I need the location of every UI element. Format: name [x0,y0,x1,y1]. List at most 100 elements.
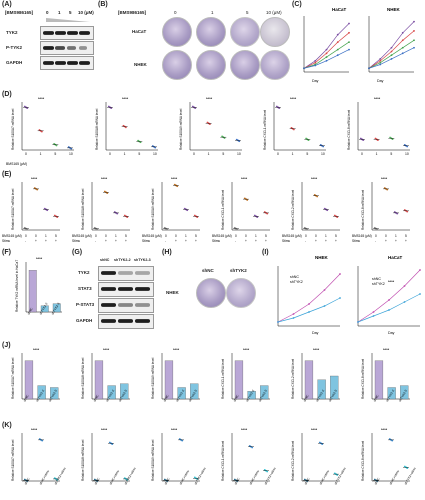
sig-label: **** [171,427,178,432]
sig-label: **** [33,347,40,352]
sig-label: **** [311,176,318,181]
row1-val: 5 [125,234,127,238]
bar [317,379,326,400]
panel-label-f: (F) [2,249,11,256]
panel-label-d: (D) [2,91,12,98]
lane-shtyk2-2: shTYK2-2 [114,258,131,262]
x-tick: shTYK2-3 [328,389,338,403]
panel-f: (F) Relative TYK2 mRNA level in HaCaT shN… [0,248,70,340]
protein-gapdh: GAPDH [76,318,93,323]
chart-c-xlabel-1: Day [312,79,319,83]
row1-val: 1 [395,234,397,238]
row2-val: - [305,239,306,243]
row-nhek: NHEK [134,62,147,67]
x-tick: shTYK2-2 [35,389,45,403]
row1-val: 0 [375,234,377,238]
dish-hacat-1 [196,17,226,47]
panel-i: (I) NHEK HaCaT Day Day shNC shTYK2 shNC sh… [260,248,425,340]
row1-val: 0 [35,234,37,238]
data-point [376,228,379,231]
row1-label: BMS165 (μM) [352,234,372,238]
chart-j: Relative S100A7 mRNA level shNC shTYK2-2 sh… [11,347,410,403]
sig-label: **** [122,96,129,101]
subplot-0: Relative S100A7 mRNA level shNC shTYK2-2 sh… [11,347,60,403]
row1-val: 0 [25,234,27,238]
bar [120,383,129,400]
sig-label: **** [243,347,250,352]
data-point [181,439,184,442]
y-label: Relative TYK2 mRNA level in HaCaT [15,260,19,312]
row2-val: + [195,239,197,243]
col-shnc: shNC [202,268,214,273]
row1-val: 0 [95,234,97,238]
y-label: Relative S100A8 mRNA level [95,108,99,150]
subplot-1: Relative S100A8 mRNA level **** [81,427,130,483]
chart-c-title-hacat: HaCaT [332,7,347,12]
data-point [251,446,254,449]
subplot-5: Relative CXCL8 mRNA level **** [361,176,410,231]
chart-c-title-nhek: NHEK [387,7,401,12]
x-tick: 5 [306,152,308,156]
row2-val: + [325,239,327,243]
row2-val: + [405,239,407,243]
data-point [96,480,99,483]
chart-c-plot-hacat [303,16,350,73]
x-tick: 1 [124,152,126,156]
x-tick: shNC [92,393,100,402]
row2-val: - [25,239,26,243]
sig-label: **** [101,427,108,432]
chart-i-title-hacat: HaCaT [388,255,403,260]
bar [247,391,256,400]
sig-label: **** [36,256,43,261]
data-point [316,195,319,198]
row2-label: Stimu [352,239,360,243]
data-point [266,212,269,215]
x-tick: 1 [40,152,42,156]
data-point [386,188,389,191]
bar [400,385,409,400]
data-point [391,439,394,442]
data-point [55,144,58,147]
x-tick: shTYK2+stimu [403,466,416,485]
data-point [166,480,169,483]
sig-label: **** [311,427,318,432]
data-point [238,140,241,143]
row2-val: + [105,239,107,243]
x-tick: 10 [321,152,325,156]
dose-header: [BMS986165] [118,10,147,15]
row-nhek: NHEK [166,290,179,295]
x-tick: shTYK2-2 [385,389,395,403]
sig-label: **** [206,96,213,101]
dish-hacat-10 [260,17,290,47]
bar [260,385,269,400]
subplot-1: Relative S100A8 mRNA level 0 1 5 10 **** [95,96,158,156]
bar [94,360,104,400]
sig-label: **** [241,427,248,432]
row2-label: Stimu [2,239,10,243]
dose-10: 10 (μM) [78,10,94,15]
row2-label: Stimu [212,239,220,243]
data-point [362,139,365,142]
data-point [406,145,409,148]
subplot-1: Relative S100A8 mRNA level **** [81,176,130,231]
subplot-0: Relative S100A7 mRNA level 0 1 5 10 **** [11,96,74,156]
data-point [391,138,394,140]
subplot-2: Relative S100A9 mRNA level **** [151,176,200,231]
data-point [396,212,399,215]
x-tick: 5 [138,152,140,156]
row1-val: 0 [235,234,237,238]
x-tick: shNC+stimu [38,469,50,486]
subplot-5: Relative CXCL8 mRNA level shNC shTYK2-2 shT… [361,347,410,403]
protein-stat3: STAT3 [78,286,92,291]
lane-shtyk2-3: shTYK2-3 [134,258,151,262]
data-point [208,123,211,126]
row1-val: 5 [405,234,407,238]
row1-val: 1 [115,234,117,238]
x-tick: 10 [153,152,157,156]
protein-ptyk2: P-TYK2 [6,45,23,50]
bar [50,387,59,400]
data-point [26,228,29,231]
bar [37,385,46,400]
panel-b: (B) [BMS986165] 0 1 5 10 (μM) HaCaT NHEK [96,0,290,88]
panel-label-c: (C) [292,1,302,8]
